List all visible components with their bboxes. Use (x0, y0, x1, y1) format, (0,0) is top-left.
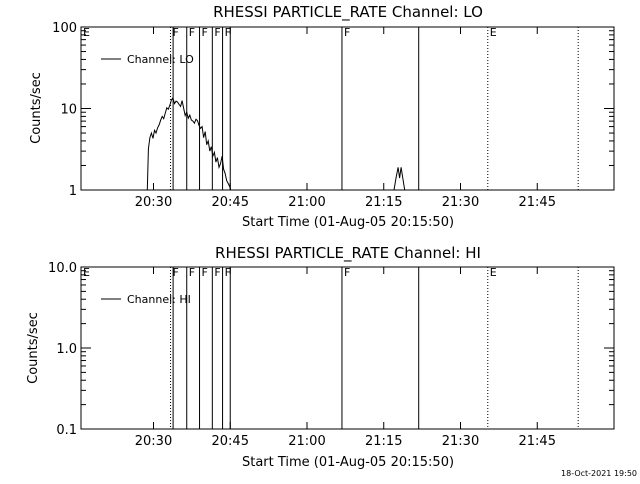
x-tick-label: 21:30 (442, 434, 479, 449)
x-tick-label: 20:45 (212, 195, 249, 210)
y-tick-label: 100 (52, 21, 77, 36)
x-tick-label: 20:30 (135, 195, 172, 210)
y-tick-label: 1.0 (56, 342, 77, 357)
legend-label: Channel: HI (127, 293, 191, 306)
x-axis-label: Start Time (01-Aug-05 20:15:50) (242, 455, 454, 470)
event-marker-label: F (225, 26, 231, 39)
x-tick-label: 20:45 (212, 434, 249, 449)
y-tick-label: 1 (69, 184, 77, 199)
event-marker-label: E (83, 266, 90, 279)
hi-plot-area: 20:30 20:45 21:00 21:15 21:30 21:45 0.1 1.0 10.0… (48, 261, 615, 449)
event-marker-label: F (214, 266, 220, 279)
y-tick-label: 10.0 (48, 261, 77, 276)
footer-timestamp: 18-Oct-2021 19:50 (561, 469, 637, 478)
event-marker-label: F (344, 26, 350, 39)
y-axis-label: Counts/sec (26, 312, 41, 384)
x-tick-label: 21:45 (519, 195, 556, 210)
x-tick-label: 21:15 (365, 434, 402, 449)
chart-title: RHESSI PARTICLE_RATE Channel: HI (215, 244, 481, 263)
y-tick-label: 0.1 (56, 423, 77, 438)
plot-frame (80, 266, 615, 430)
y-axis-label: Counts/sec (29, 72, 44, 144)
event-marker-label: E (490, 266, 497, 279)
x-tick-label: 21:15 (365, 195, 402, 210)
lo-channel-panel: RHESSI PARTICLE_RATE Channel: LO Start T… (29, 3, 615, 230)
series-line (393, 167, 406, 191)
hi-channel-panel: RHESSI PARTICLE_RATE Channel: HI Start T… (26, 244, 615, 470)
event-marker-label: F (214, 26, 220, 39)
x-tick-label: 21:00 (288, 434, 325, 449)
x-tick-label: 21:30 (442, 195, 479, 210)
event-marker-label: E (83, 26, 90, 39)
event-marker-label: F (344, 266, 350, 279)
event-marker-label: F (202, 26, 208, 39)
event-marker-label: F (173, 266, 179, 279)
chart-title: RHESSI PARTICLE_RATE Channel: LO (213, 3, 483, 22)
event-marker-label: E (490, 26, 497, 39)
series-line (146, 96, 232, 191)
event-marker-label: F (202, 266, 208, 279)
event-marker-label: F (189, 266, 195, 279)
y-tick-label: 10 (60, 103, 77, 118)
event-marker-label: F (173, 26, 179, 39)
x-tick-label: 21:00 (288, 195, 325, 210)
legend-label: Channel: LO (127, 53, 194, 66)
x-tick-label: 20:30 (135, 434, 172, 449)
x-tick-label: 21:45 (519, 434, 556, 449)
event-marker-label: F (225, 266, 231, 279)
plot-frame (80, 26, 615, 191)
x-axis-label: Start Time (01-Aug-05 20:15:50) (242, 215, 454, 230)
event-marker-label: F (189, 26, 195, 39)
